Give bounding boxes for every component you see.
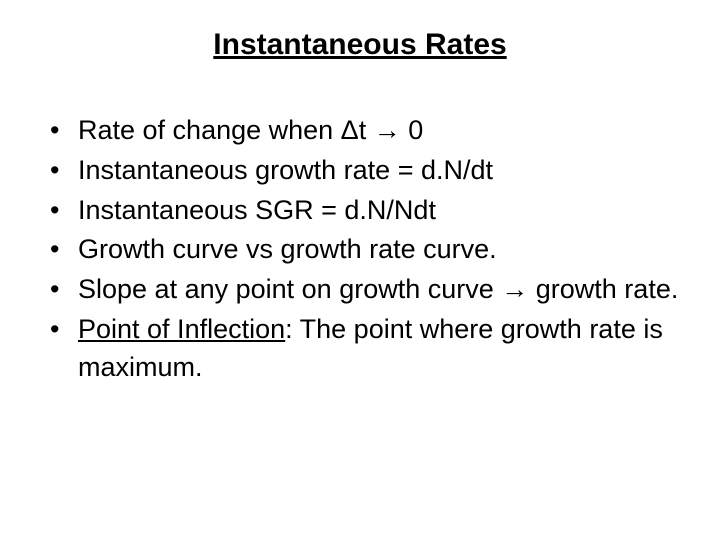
slide-title: Instantaneous Rates <box>30 28 690 62</box>
arrow-icon: → <box>374 115 401 145</box>
bullet-item: Growth curve vs growth rate curve. <box>78 231 690 269</box>
bullet-text: Growth curve vs growth rate curve. <box>78 234 497 264</box>
bullet-text-underlined: Point of Inflection <box>78 314 285 344</box>
bullet-item: Instantaneous SGR = d.N/Ndt <box>78 192 690 230</box>
bullet-item: Rate of change when Δt → 0 <box>78 112 690 150</box>
bullet-text: Instantaneous growth rate = d.N/dt <box>78 155 493 185</box>
bullet-item: Point of Inflection: The point where gro… <box>78 311 690 387</box>
bullet-text: Slope at any point on growth curve <box>78 274 501 304</box>
bullet-item: Slope at any point on growth curve → gro… <box>78 271 690 309</box>
bullet-text: 0 <box>401 115 424 145</box>
bullet-text: Rate of change when Δt <box>78 115 374 145</box>
arrow-icon: → <box>501 274 528 304</box>
bullet-text: growth rate. <box>528 274 678 304</box>
bullet-item: Instantaneous growth rate = d.N/dt <box>78 152 690 190</box>
bullet-text: Instantaneous SGR = d.N/Ndt <box>78 195 436 225</box>
bullet-list: Rate of change when Δt → 0 Instantaneous… <box>30 112 690 387</box>
